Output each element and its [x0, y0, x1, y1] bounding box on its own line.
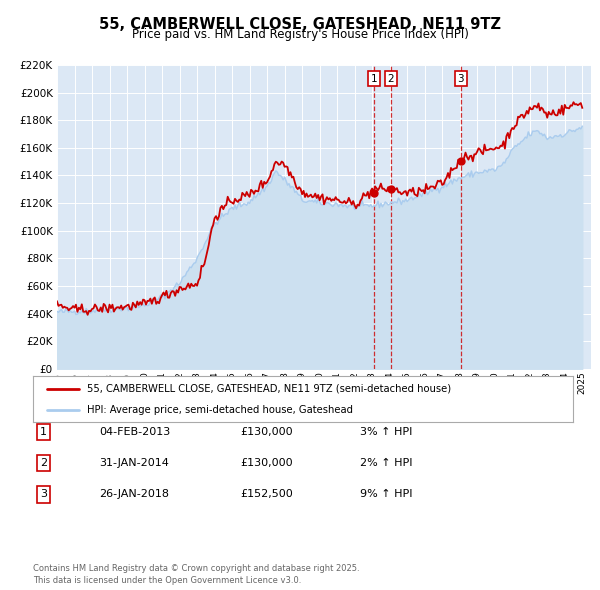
Text: 31-JAN-2014: 31-JAN-2014 [99, 458, 169, 468]
Text: 55, CAMBERWELL CLOSE, GATESHEAD, NE11 9TZ (semi-detached house): 55, CAMBERWELL CLOSE, GATESHEAD, NE11 9T… [87, 384, 451, 394]
Text: HPI: Average price, semi-detached house, Gateshead: HPI: Average price, semi-detached house,… [87, 405, 353, 415]
Text: 55, CAMBERWELL CLOSE, GATESHEAD, NE11 9TZ: 55, CAMBERWELL CLOSE, GATESHEAD, NE11 9T… [99, 17, 501, 31]
Text: Price paid vs. HM Land Registry's House Price Index (HPI): Price paid vs. HM Land Registry's House … [131, 28, 469, 41]
Text: 2: 2 [388, 74, 394, 84]
Text: £152,500: £152,500 [240, 490, 293, 499]
Text: 9% ↑ HPI: 9% ↑ HPI [360, 490, 413, 499]
Text: 3: 3 [458, 74, 464, 84]
Text: 1: 1 [370, 74, 377, 84]
Text: 3: 3 [40, 490, 47, 499]
Text: 1: 1 [40, 427, 47, 437]
Text: 26-JAN-2018: 26-JAN-2018 [99, 490, 169, 499]
Text: £130,000: £130,000 [240, 427, 293, 437]
Text: 2% ↑ HPI: 2% ↑ HPI [360, 458, 413, 468]
Text: Contains HM Land Registry data © Crown copyright and database right 2025.
This d: Contains HM Land Registry data © Crown c… [33, 565, 359, 585]
Text: 3% ↑ HPI: 3% ↑ HPI [360, 427, 412, 437]
Text: 04-FEB-2013: 04-FEB-2013 [99, 427, 170, 437]
Text: £130,000: £130,000 [240, 458, 293, 468]
Text: 2: 2 [40, 458, 47, 468]
